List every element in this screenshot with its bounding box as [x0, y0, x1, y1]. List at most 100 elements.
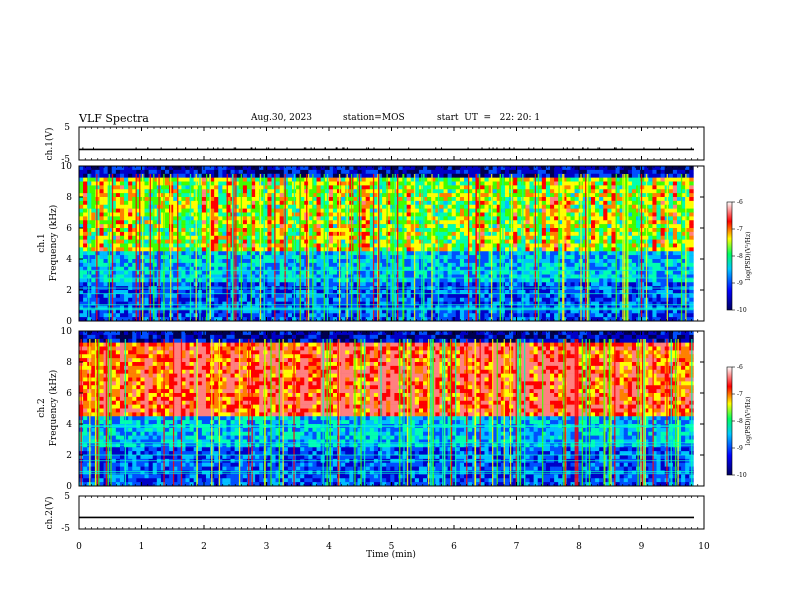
spectrogram-cell [386, 309, 391, 314]
spectrogram-cell [312, 282, 317, 287]
spectrogram-cell [545, 239, 551, 244]
spectrogram-cell [222, 313, 227, 318]
spectrogram-cell [525, 200, 530, 206]
spectrogram-cell [271, 293, 276, 299]
spectrogram-cell [365, 274, 371, 279]
spectrogram-cell [529, 204, 534, 209]
spectrogram-cell [423, 309, 428, 314]
spectrogram-cell [95, 208, 100, 213]
spectrogram-cell [545, 266, 551, 271]
spectrogram-cell [271, 231, 276, 237]
spectrogram-cell [513, 301, 518, 306]
spectrogram-cell [267, 313, 272, 318]
spectrogram-cell [124, 270, 129, 275]
spectrogram-cell [537, 212, 543, 217]
spectrogram-cell [132, 235, 137, 240]
spectrogram-cell [124, 251, 129, 256]
spectrogram-cell [406, 216, 412, 221]
spectrogram-cell [91, 266, 96, 271]
spectrogram-cell [410, 200, 416, 206]
spectrogram-cell [189, 278, 194, 283]
spectrogram-cell [492, 313, 498, 318]
spectrogram-cell [205, 255, 211, 260]
spectrogram-cell [218, 228, 223, 233]
spectrogram-cell [144, 212, 149, 217]
spectrogram-cell [201, 297, 207, 302]
spectrogram-cell [222, 266, 227, 271]
spectrogram-cell [431, 259, 436, 264]
spectrogram-cell [447, 212, 453, 217]
spectrogram-cell [128, 255, 133, 260]
spectrogram-cell [431, 274, 436, 279]
spectrogram-cell [431, 239, 436, 244]
spectrogram-cell [496, 290, 502, 295]
spectrogram-cell [251, 189, 256, 194]
spectrogram-cell [255, 177, 260, 182]
spectrogram-cell [541, 278, 547, 283]
spectrogram-cell [386, 197, 391, 202]
spectrogram-cell [259, 270, 264, 275]
spectrogram-cell [267, 317, 272, 321]
spectrogram-cell [246, 251, 252, 256]
spectrogram-cell [468, 274, 473, 279]
spectrogram-cell [181, 274, 186, 279]
spectrogram-cell [562, 169, 567, 175]
spectrogram-cell [361, 212, 367, 217]
spectrogram-cell [476, 259, 481, 264]
spectrogram-cell [181, 197, 186, 202]
spectrogram-cell [251, 293, 256, 299]
spectrogram-cell [197, 166, 203, 171]
spectrogram-cell [136, 204, 141, 209]
spectrogram-cell [439, 173, 444, 178]
spectrogram-cell [210, 185, 215, 190]
spectrogram-cell [554, 173, 559, 178]
spectrogram-cell [136, 301, 141, 306]
spectrogram-cell [423, 239, 428, 244]
spectrogram-cell [554, 224, 559, 229]
spectrogram-cell [136, 274, 141, 279]
spectrogram-cell [545, 290, 551, 295]
spectrogram-cell [185, 189, 190, 194]
spectrogram-cell [267, 181, 272, 186]
spectrogram-cell [185, 293, 190, 299]
spectrogram-cell [173, 220, 178, 225]
spectrogram-cell [443, 177, 448, 182]
spectrogram-cell [521, 270, 526, 275]
spectrogram-cell [300, 317, 305, 321]
spectrogram-cell [259, 189, 264, 194]
spectrogram-cell [529, 212, 534, 217]
spectrogram-cell [418, 262, 424, 268]
spectrogram-cell [423, 173, 428, 178]
spectrogram-cell [210, 231, 215, 237]
spectrogram-cell [529, 177, 534, 182]
spectrogram-cell [382, 259, 387, 264]
spectrogram-cell [95, 290, 100, 295]
spectrogram-cell [296, 255, 301, 260]
spectrogram-cell [263, 255, 268, 260]
spectrogram-cell [185, 313, 190, 318]
spectrogram-cell [468, 297, 473, 302]
spectrogram-cell [275, 313, 280, 318]
spectrogram-cell [496, 220, 502, 225]
spectrogram-cell [234, 181, 240, 186]
spectrogram-cell [181, 243, 186, 248]
spectrogram-cell [554, 204, 559, 209]
spectrogram-cell [214, 266, 219, 271]
spectrogram-cell [189, 266, 194, 271]
spectrogram-cell [521, 193, 526, 198]
spectrogram-cell [205, 259, 211, 264]
spectrogram-cell [566, 274, 571, 279]
ch1-waveform-spike [324, 147, 326, 150]
spectrogram-cell [562, 301, 567, 306]
spectrogram-cell [529, 208, 534, 213]
ch1-waveform-spike [286, 147, 288, 150]
spectrogram-cell [492, 278, 498, 283]
spectrogram-cell [79, 266, 84, 271]
spectrogram-cell [513, 259, 518, 264]
spectrogram-cell [132, 290, 137, 295]
spectrogram-cell [480, 228, 485, 233]
spectrogram-cell [418, 204, 424, 209]
spectrogram-cell [504, 212, 510, 217]
spectrogram-cell [353, 189, 358, 194]
spectrogram-cell [394, 255, 399, 260]
